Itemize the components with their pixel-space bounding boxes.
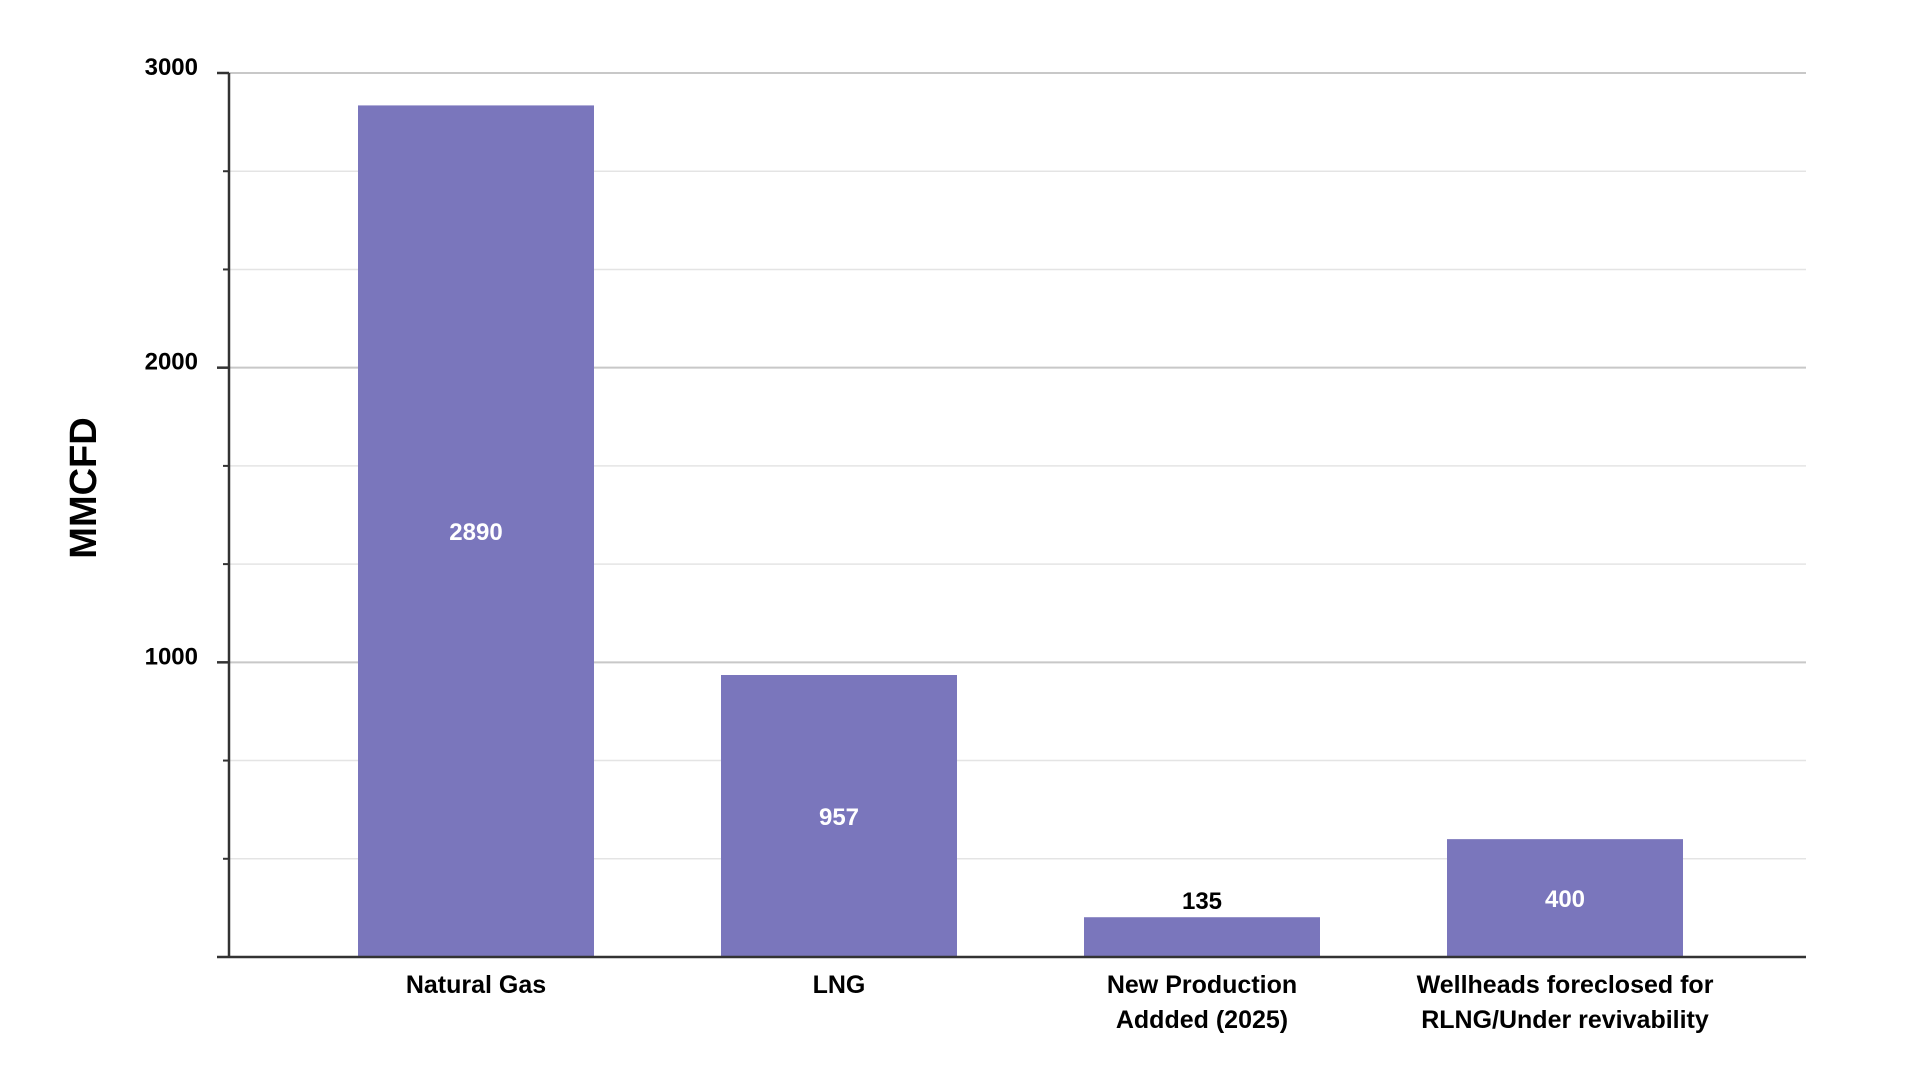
x-tick-label: Wellheads foreclosed for RLNG/Under reviv… (1417, 971, 1714, 1034)
data-label: 135 (1182, 888, 1222, 915)
bars (358, 105, 1683, 957)
bar (358, 105, 594, 957)
y-tick-label: 2000 (145, 349, 198, 376)
y-tick-label: 1000 (145, 643, 198, 670)
bar (721, 675, 957, 957)
y-axis-label: MMCFD (63, 417, 105, 558)
x-tick-label-line: RLNG/Under revivability (1421, 1006, 1709, 1034)
x-tick-label-line: Addded (2025) (1116, 1006, 1288, 1034)
y-tick-label: 3000 (145, 54, 198, 81)
x-tick-label: LNG (813, 971, 866, 999)
data-label: 400 (1545, 886, 1585, 913)
labels: 1000 2000 3000 2890 Natural Gas 957 LNG 135 New … (145, 54, 1714, 1034)
data-label: 2890 (449, 519, 502, 546)
data-label: 957 (819, 804, 859, 831)
axes (217, 71, 1806, 959)
x-tick-label-line: New Production (1107, 971, 1297, 999)
x-tick-label-line: LNG (813, 971, 866, 999)
x-tick-label: Natural Gas (406, 971, 546, 999)
x-tick-label-line: Natural Gas (406, 971, 546, 999)
bar (1084, 917, 1320, 957)
x-tick-label-line: Wellheads foreclosed for (1417, 971, 1714, 999)
x-tick-label: New Production Addded (2025) (1107, 971, 1297, 1034)
bar (1447, 839, 1683, 957)
